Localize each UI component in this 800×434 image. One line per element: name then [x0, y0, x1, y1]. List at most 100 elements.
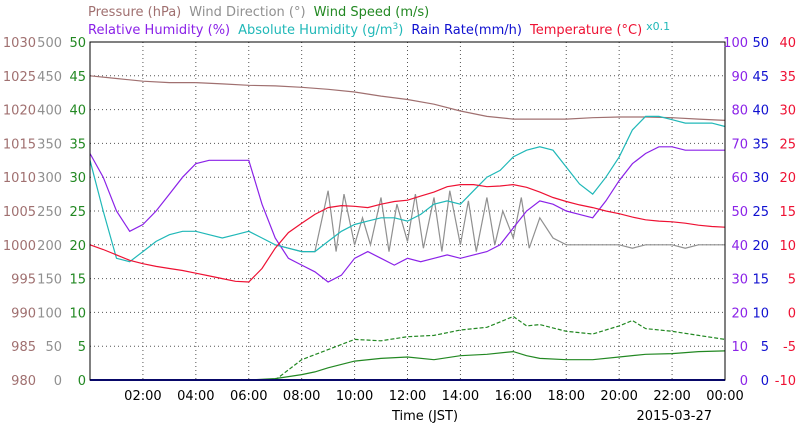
x01-multiplier-label: x0.1	[646, 20, 670, 33]
left-axes: 1030102510201015101010051000995990985980…	[3, 36, 86, 389]
wind-speed-axis-tick-label: 35	[69, 137, 86, 152]
x-tick-label: 08:00	[283, 389, 320, 404]
wind-direction-axis-tick-label: 50	[45, 340, 62, 355]
pressure-axis-tick-label: 1015	[3, 137, 36, 152]
legend-entry: Absolute Humidity (g/m3)	[238, 22, 403, 38]
pressure-axis-tick-label: 1010	[3, 171, 36, 186]
legend: Pressure (hPa) Wind Direction (°) Wind Spe…	[88, 5, 670, 38]
rain-rate-axis-tick-label: 20	[752, 239, 769, 254]
pressure-axis-tick-label: 1025	[3, 70, 36, 85]
pressure-axis-tick-label: 1005	[3, 205, 36, 220]
wind-speed-axis-tick-label: 30	[69, 171, 86, 186]
relative-humidity-axis-tick-label: 80	[731, 104, 748, 119]
x-tick-label: 18:00	[548, 389, 585, 404]
x-tick-label: 12:00	[389, 389, 426, 404]
series-pressure	[89, 75, 726, 121]
legend-entry: Pressure (hPa)	[88, 5, 181, 20]
wind-direction-axis-tick-label: 400	[37, 104, 62, 119]
x-axis: 02:00 04:00 06:00 08:00 10:00 12:00 14:00 16:00…	[124, 389, 744, 404]
relative-humidity-axis-tick-label: 90	[731, 70, 748, 85]
wind-direction-axis-tick-label: 150	[37, 273, 62, 288]
relative-humidity-axis-tick-label: 100	[723, 36, 748, 51]
grid	[90, 42, 725, 380]
pressure-axis-tick-label: 1020	[3, 104, 36, 119]
pressure-axis-tick-label: 1030	[3, 36, 36, 51]
wind-speed-axis-tick-label: 45	[69, 70, 86, 85]
relative-humidity-axis-tick-label: 0	[740, 374, 748, 389]
plot-frame	[89, 41, 726, 381]
relative-humidity-axis-tick-label: 10	[731, 340, 748, 355]
wind-speed-axis-tick-label: 15	[69, 273, 86, 288]
series-absolute-humidity	[89, 115, 726, 263]
legend-entry: Relative Humidity (%)	[88, 23, 230, 38]
temperature-axis-tick-label: 15	[779, 205, 796, 220]
wind-speed-axis-tick-label: 10	[69, 306, 86, 321]
date-label: 2015-03-27	[636, 409, 712, 424]
legend-entry: Wind Direction (°)	[189, 5, 305, 20]
legend-entry: Wind Speed (m/s)	[314, 5, 430, 20]
series-temperature	[89, 183, 726, 283]
temperature-axis-tick-label: 35	[779, 70, 796, 85]
rain-rate-axis-tick-label: 35	[752, 137, 769, 152]
temperature-axis-tick-label: -10	[775, 374, 796, 389]
temperature-axis-tick-label: 40	[779, 36, 796, 51]
wind-direction-axis-tick-label: 450	[37, 70, 62, 85]
series-wind-speed-10-min-mean	[90, 350, 726, 381]
rain-rate-axis-tick-label: 50	[752, 36, 769, 51]
x-tick-label: 04:00	[177, 389, 214, 404]
wind-speed-axis-tick-label: 25	[69, 205, 86, 220]
wind-direction-axis-tick-label: 350	[37, 137, 62, 152]
rain-rate-axis-tick-label: 10	[752, 306, 769, 321]
rain-rate-axis-tick-label: 15	[752, 273, 769, 288]
temperature-axis-tick-label: 25	[779, 137, 796, 152]
x-tick-label: 10:00	[336, 389, 373, 404]
rain-rate-axis-tick-label: 5	[761, 340, 769, 355]
series-relative-humidity	[89, 146, 725, 283]
rain-rate-axis-tick-label: 40	[752, 104, 769, 119]
x-tick-label: 00:00	[706, 389, 743, 404]
x-axis-title: Time (JST)	[391, 409, 458, 424]
x-tick-label: 02:00	[124, 389, 161, 404]
wind-speed-axis-tick-label: 5	[78, 340, 86, 355]
wind-speed-axis-tick-label: 40	[69, 104, 86, 119]
wind-direction-axis-tick-label: 200	[37, 239, 62, 254]
rain-rate-axis-tick-label: 25	[752, 205, 769, 220]
temperature-axis-tick-label: 5	[788, 273, 796, 288]
relative-humidity-axis-tick-label: 30	[731, 273, 748, 288]
wind-speed-axis-tick-label: 0	[78, 374, 86, 389]
temperature-axis-tick-label: 30	[779, 104, 796, 119]
rain-rate-axis-tick-label: 30	[752, 171, 769, 186]
temperature-axis-tick-label: 0	[788, 306, 796, 321]
pressure-axis-tick-label: 980	[11, 374, 36, 389]
legend-entry: Temperature (°C)	[529, 23, 642, 38]
pressure-axis-tick-label: 1000	[3, 239, 36, 254]
series-wind-direction	[275, 190, 725, 253]
right-axes: 1009080706050403020100504540353025201510…	[723, 36, 796, 389]
x-tick-label: 22:00	[653, 389, 690, 404]
relative-humidity-axis-tick-label: 20	[731, 306, 748, 321]
rain-rate-axis-tick-label: 45	[752, 70, 769, 85]
wind-direction-axis-tick-label: 500	[37, 36, 62, 51]
wind-speed-axis-tick-label: 20	[69, 239, 86, 254]
temperature-axis-tick-label: 10	[779, 239, 796, 254]
relative-humidity-axis-tick-label: 60	[731, 171, 748, 186]
wind-direction-axis-tick-label: 100	[37, 306, 62, 321]
x-tick-label: 20:00	[600, 389, 637, 404]
temperature-axis-tick-label: -5	[783, 340, 796, 355]
relative-humidity-axis-tick-label: 70	[731, 137, 748, 152]
wind-direction-axis-tick-label: 300	[37, 171, 62, 186]
pressure-axis-tick-label: 990	[11, 306, 36, 321]
x-tick-label: 06:00	[230, 389, 267, 404]
x-tick-label: 16:00	[495, 389, 532, 404]
temperature-axis-tick-label: 20	[779, 171, 796, 186]
series-wind-speed-gust	[274, 315, 726, 381]
x-tick-label: 14:00	[442, 389, 479, 404]
relative-humidity-axis-tick-label: 40	[731, 239, 748, 254]
rain-rate-axis-tick-label: 0	[761, 374, 769, 389]
relative-humidity-axis-tick-label: 50	[731, 205, 748, 220]
wind-speed-axis-tick-label: 50	[69, 36, 86, 51]
legend-entry: Rain Rate(mm/h)	[411, 23, 522, 38]
pressure-axis-tick-label: 995	[11, 273, 36, 288]
wind-direction-axis-tick-label: 0	[54, 374, 62, 389]
